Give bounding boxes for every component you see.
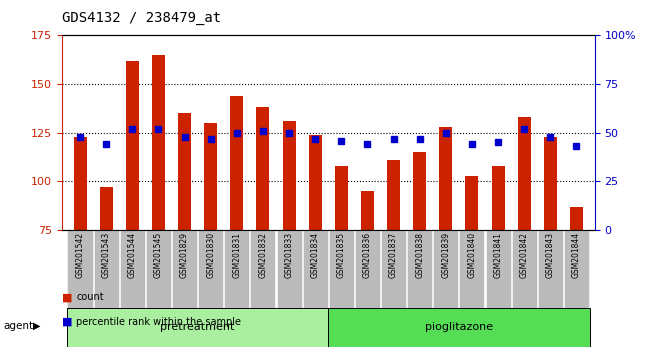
Text: GSM201839: GSM201839 — [441, 232, 450, 278]
Bar — [178, 113, 191, 230]
Text: GSM201843: GSM201843 — [546, 232, 555, 278]
Bar — [564, 230, 589, 308]
Text: GSM201838: GSM201838 — [415, 232, 424, 278]
Bar — [276, 230, 302, 308]
Bar — [125, 61, 139, 230]
Text: GSM201829: GSM201829 — [180, 232, 189, 278]
Text: GSM201545: GSM201545 — [154, 232, 163, 278]
Bar — [381, 230, 406, 308]
Text: GSM201837: GSM201837 — [389, 232, 398, 278]
Text: GSM201840: GSM201840 — [467, 232, 476, 278]
Text: GDS4132 / 238479_at: GDS4132 / 238479_at — [62, 11, 221, 25]
Bar — [486, 230, 511, 308]
Bar — [230, 96, 243, 230]
Text: GSM201542: GSM201542 — [75, 232, 84, 278]
Bar — [198, 230, 223, 308]
Bar — [355, 230, 380, 308]
Text: count: count — [76, 292, 104, 302]
Bar — [68, 230, 92, 308]
Bar — [204, 123, 217, 230]
Bar — [328, 308, 590, 347]
Text: agent: agent — [3, 321, 33, 331]
Text: GSM201834: GSM201834 — [311, 232, 320, 278]
Bar — [309, 135, 322, 230]
Bar — [250, 230, 276, 308]
Bar — [303, 230, 328, 308]
Bar — [335, 166, 348, 230]
Bar — [434, 230, 458, 308]
Bar — [413, 152, 426, 230]
Bar — [146, 230, 171, 308]
Bar — [439, 127, 452, 230]
Bar — [570, 207, 583, 230]
Bar — [120, 230, 145, 308]
Text: GSM201833: GSM201833 — [285, 232, 294, 278]
Text: ▶: ▶ — [32, 321, 40, 331]
Text: GSM201544: GSM201544 — [128, 232, 136, 278]
Text: GSM201831: GSM201831 — [232, 232, 241, 278]
Text: pioglitazone: pioglitazone — [425, 322, 493, 332]
Text: GSM201832: GSM201832 — [259, 232, 267, 278]
Bar — [491, 166, 504, 230]
Bar — [152, 55, 165, 230]
Bar — [361, 191, 374, 230]
Bar — [538, 230, 563, 308]
Text: GSM201543: GSM201543 — [101, 232, 111, 278]
Bar — [460, 230, 484, 308]
Text: GSM201844: GSM201844 — [572, 232, 581, 278]
Bar — [544, 137, 557, 230]
Text: GSM201836: GSM201836 — [363, 232, 372, 278]
Text: pretreatment: pretreatment — [161, 322, 235, 332]
Bar — [172, 230, 197, 308]
Bar — [283, 121, 296, 230]
Bar — [407, 230, 432, 308]
Bar — [329, 230, 354, 308]
Text: GSM201830: GSM201830 — [206, 232, 215, 278]
Bar — [465, 176, 478, 230]
Bar — [224, 230, 250, 308]
Bar — [73, 137, 86, 230]
Bar — [512, 230, 537, 308]
Bar — [517, 117, 531, 230]
Bar — [256, 107, 270, 230]
Bar — [94, 230, 119, 308]
Bar — [99, 187, 112, 230]
Text: ■: ■ — [62, 292, 72, 302]
Text: GSM201841: GSM201841 — [493, 232, 502, 278]
Text: percentile rank within the sample: percentile rank within the sample — [76, 317, 241, 327]
Bar — [67, 308, 328, 347]
Text: GSM201842: GSM201842 — [520, 232, 528, 278]
Text: GSM201835: GSM201835 — [337, 232, 346, 278]
Bar — [387, 160, 400, 230]
Text: ■: ■ — [62, 317, 72, 327]
